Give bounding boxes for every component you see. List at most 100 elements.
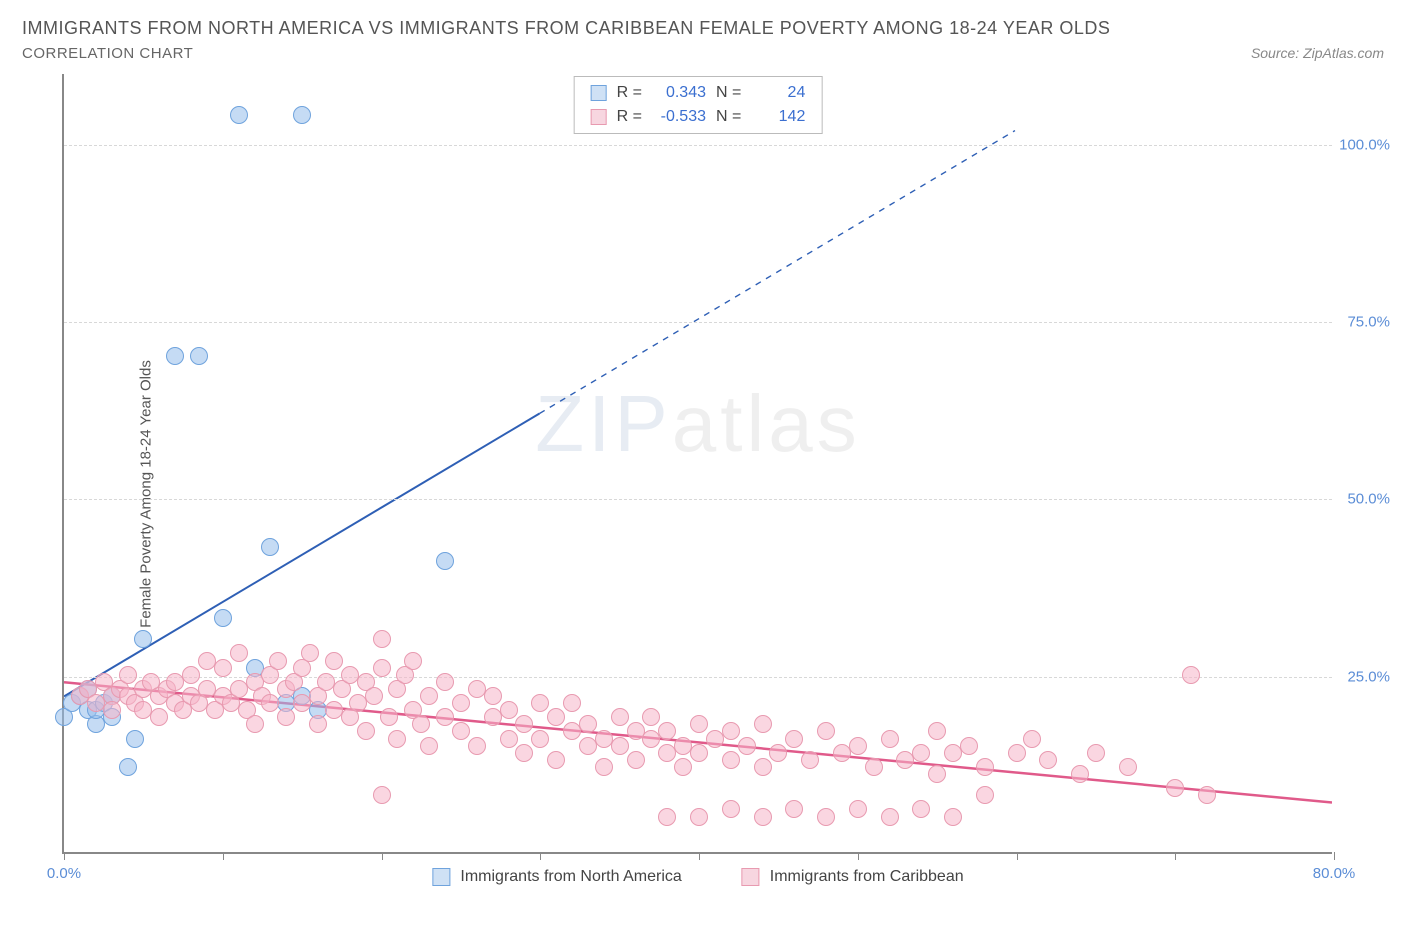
data-point: [1119, 758, 1137, 776]
data-point: [214, 609, 232, 627]
legend-label-1: Immigrants from Caribbean: [770, 868, 964, 886]
data-point: [436, 673, 454, 691]
x-tick: [1175, 852, 1176, 860]
legend-item-0: Immigrants from North America: [432, 868, 681, 886]
data-point: [531, 730, 549, 748]
gridline: [64, 499, 1332, 500]
data-point: [1023, 730, 1041, 748]
data-point: [690, 808, 708, 826]
data-point: [119, 758, 137, 776]
data-point: [674, 758, 692, 776]
data-point: [769, 744, 787, 762]
x-tick: [540, 852, 541, 860]
data-point: [595, 758, 613, 776]
gridline: [64, 145, 1332, 146]
data-point: [484, 687, 502, 705]
data-point: [365, 687, 383, 705]
data-point: [420, 687, 438, 705]
legend: Immigrants from North America Immigrants…: [432, 868, 963, 886]
data-point: [817, 808, 835, 826]
data-point: [190, 347, 208, 365]
data-point: [690, 715, 708, 733]
data-point: [269, 652, 287, 670]
data-point: [849, 737, 867, 755]
source-label: Source: ZipAtlas.com: [1251, 45, 1384, 61]
stats-r-label: R =: [617, 81, 642, 105]
data-point: [119, 666, 137, 684]
x-tick-label: 80.0%: [1313, 865, 1356, 882]
stats-row-series-0: R = 0.343 N = 24: [591, 81, 806, 105]
data-point: [658, 722, 676, 740]
gridline: [64, 322, 1332, 323]
data-point: [722, 800, 740, 818]
legend-swatch-1: [742, 868, 760, 886]
trend-lines: [64, 74, 1332, 852]
data-point: [277, 708, 295, 726]
data-point: [563, 694, 581, 712]
stats-n-val-0: 24: [751, 81, 805, 105]
data-point: [301, 644, 319, 662]
data-point: [309, 715, 327, 733]
data-point: [627, 751, 645, 769]
data-point: [515, 715, 533, 733]
data-point: [1182, 666, 1200, 684]
data-point: [261, 694, 279, 712]
data-point: [658, 808, 676, 826]
y-tick-label: 75.0%: [1347, 314, 1390, 331]
x-tick: [1334, 852, 1335, 860]
data-point: [230, 644, 248, 662]
data-point: [801, 751, 819, 769]
data-point: [928, 722, 946, 740]
chart-subtitle: CORRELATION CHART: [22, 45, 193, 62]
stats-n-label: N =: [716, 81, 741, 105]
data-point: [468, 737, 486, 755]
data-point: [547, 751, 565, 769]
data-point: [912, 800, 930, 818]
data-point: [1198, 786, 1216, 804]
data-point: [642, 708, 660, 726]
data-point: [754, 758, 772, 776]
data-point: [1166, 779, 1184, 797]
stats-row-series-1: R = -0.533 N = 142: [591, 105, 806, 129]
data-point: [754, 715, 772, 733]
data-point: [373, 630, 391, 648]
data-point: [293, 106, 311, 124]
chart-container: Female Poverty Among 18-24 Year Olds ZIP…: [22, 74, 1382, 914]
data-point: [452, 722, 470, 740]
stats-r-val-0: 0.343: [652, 81, 706, 105]
data-point: [500, 730, 518, 748]
stats-swatch-0: [591, 85, 607, 101]
data-point: [436, 552, 454, 570]
data-point: [1039, 751, 1057, 769]
x-tick: [699, 852, 700, 860]
stats-r-label: R =: [617, 105, 642, 129]
data-point: [388, 730, 406, 748]
data-point: [785, 800, 803, 818]
y-tick-label: 100.0%: [1339, 136, 1390, 153]
data-point: [611, 708, 629, 726]
stats-n-label: N =: [716, 105, 741, 129]
data-point: [436, 708, 454, 726]
x-tick: [382, 852, 383, 860]
legend-item-1: Immigrants from Caribbean: [742, 868, 964, 886]
data-point: [357, 722, 375, 740]
chart-title: IMMIGRANTS FROM NORTH AMERICA VS IMMIGRA…: [22, 18, 1110, 38]
data-point: [380, 708, 398, 726]
data-point: [420, 737, 438, 755]
data-point: [912, 744, 930, 762]
data-point: [166, 347, 184, 365]
data-point: [1071, 765, 1089, 783]
data-point: [817, 722, 835, 740]
x-tick: [858, 852, 859, 860]
legend-swatch-0: [432, 868, 450, 886]
stats-box: R = 0.343 N = 24 R = -0.533 N = 142: [574, 76, 823, 134]
data-point: [500, 701, 518, 719]
data-point: [785, 730, 803, 748]
data-point: [150, 708, 168, 726]
stats-r-val-1: -0.533: [652, 105, 706, 129]
data-point: [754, 808, 772, 826]
y-tick-label: 50.0%: [1347, 491, 1390, 508]
data-point: [126, 730, 144, 748]
y-tick-label: 25.0%: [1347, 668, 1390, 685]
data-point: [404, 652, 422, 670]
